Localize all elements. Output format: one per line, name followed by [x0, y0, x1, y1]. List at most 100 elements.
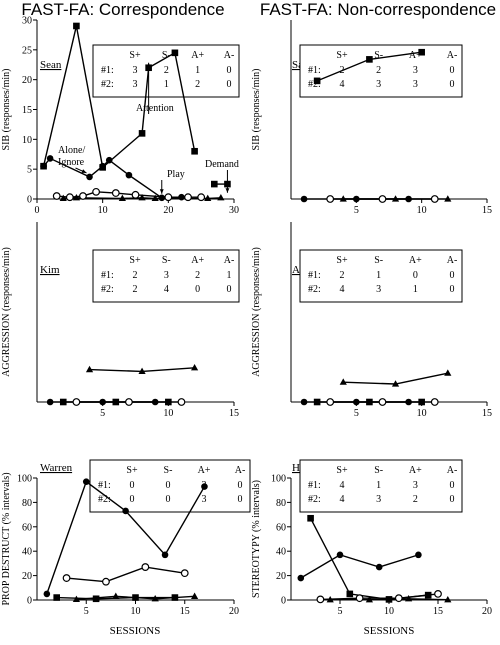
arrowhead [159, 189, 164, 194]
data-point-square [385, 596, 393, 603]
data-point-circle-open [131, 190, 140, 199]
data-point-circle-open [52, 192, 61, 200]
data-point-square [73, 22, 80, 30]
x-tick-label: 20 [229, 606, 239, 617]
table-header: S- [162, 255, 171, 266]
x-tick-label: 10 [131, 606, 141, 617]
data-point-circle-open [72, 398, 81, 406]
table-cell: 1 [164, 79, 169, 90]
table-header: A- [224, 50, 235, 61]
data-point-circle-filled [105, 156, 113, 164]
y-axis-label: PROP DESTRUCT (% intervals) [1, 472, 12, 605]
x-tick-label: 15 [482, 408, 492, 419]
data-point-circle-open [430, 398, 439, 406]
data-point-triangle [444, 195, 452, 202]
table-cell: 0 [166, 494, 171, 505]
data-point-square [191, 147, 198, 155]
data-point-circle-open [326, 195, 335, 203]
data-point-circle-filled [353, 398, 360, 406]
annotation-attention: Attention [136, 103, 174, 114]
data-point-square [418, 48, 425, 56]
table-cell: 4 [340, 79, 345, 90]
table-cell: 0 [450, 494, 455, 505]
table-cell: 0 [450, 284, 455, 295]
table-row-label: #1: [98, 480, 111, 491]
table-cell: 1 [227, 270, 232, 281]
y-tick-label: 100 [271, 474, 286, 485]
table-header: A+ [409, 255, 422, 266]
table-header: A+ [409, 465, 422, 476]
x-tick-label: 15 [180, 606, 190, 617]
x-tick-label: 10 [417, 205, 427, 216]
x-tick-label: 10 [417, 408, 427, 419]
table-row-label: #2: [101, 79, 114, 90]
data-point-square [211, 180, 218, 188]
table-header: S+ [336, 255, 348, 266]
y-tick-label: 60 [22, 522, 32, 533]
table-cell: 0 [227, 284, 232, 295]
y-tick-label: 10 [22, 135, 32, 146]
x-tick-label: 15 [482, 205, 492, 216]
data-point-circle-filled [297, 574, 305, 582]
data-point-circle-filled [375, 563, 383, 571]
condition-table-box [92, 44, 240, 98]
data-point-triangle [391, 195, 400, 202]
data-point-triangle [138, 367, 146, 374]
data-point-square [40, 162, 47, 170]
data-point-triangle [444, 595, 452, 603]
table-cell: 0 [450, 480, 455, 491]
data-point-circle-filled [353, 195, 360, 203]
table-cell: 2 [164, 65, 169, 76]
panel-warren: 5 10 15 20 0 20 40 60 80 100 PROP DESTRUCT (% inte… [1, 459, 251, 617]
table-header: A+ [198, 465, 211, 476]
data-point-square [346, 590, 354, 598]
y-tick-label: 20 [22, 571, 32, 582]
table-cell: 1 [376, 270, 381, 281]
condition-table-box [89, 459, 251, 513]
data-point-triangle [405, 594, 413, 602]
data-point-circle-open [79, 192, 87, 200]
table-cell: 0 [450, 79, 455, 90]
table-row-label: #1: [308, 65, 321, 76]
data-point-square [418, 398, 425, 406]
data-point-triangle [339, 378, 347, 385]
table-header: S- [162, 50, 171, 61]
y-tick-label: 40 [22, 547, 32, 558]
table-header: S- [374, 50, 383, 61]
series-line-square [309, 517, 429, 601]
arrowhead [81, 169, 87, 173]
data-point-square [307, 514, 314, 522]
table-cell: 0 [166, 480, 171, 491]
table-cell: 0 [130, 494, 135, 505]
y-tick-label: 40 [276, 547, 286, 558]
data-point-triangle [138, 194, 146, 201]
x-tick-label: 10 [98, 205, 108, 216]
table-row-label: #1: [101, 270, 114, 281]
data-point-triangle [151, 194, 159, 202]
data-point-triangle [365, 595, 373, 603]
data-point-square [165, 398, 172, 406]
y-tick-label: 80 [276, 498, 286, 509]
data-point-triangle [118, 194, 126, 202]
data-point-triangle [191, 364, 199, 371]
x-tick-label: 0 [35, 205, 40, 216]
title-correspondence: FAST-FA: Correspondence [21, 0, 224, 19]
table-cell: 3 [376, 79, 381, 90]
data-point-circle-filled [405, 398, 412, 406]
arrowhead [146, 62, 151, 68]
table-header: A- [447, 255, 458, 266]
annotation-play: Play [167, 169, 185, 180]
data-point-circle-filled [122, 507, 129, 515]
table-row-label: #2: [308, 284, 321, 295]
data-point-circle-filled [161, 551, 169, 559]
x-tick-label: 15 [433, 606, 443, 617]
table-row-label: #1: [101, 65, 114, 76]
table-cell: 2 [195, 79, 200, 90]
table-cell: 0 [450, 270, 455, 281]
data-point-square [366, 56, 373, 63]
table-cell: 4 [164, 284, 169, 295]
data-point-triangle [112, 592, 120, 599]
table-row-label: #2: [101, 284, 114, 295]
